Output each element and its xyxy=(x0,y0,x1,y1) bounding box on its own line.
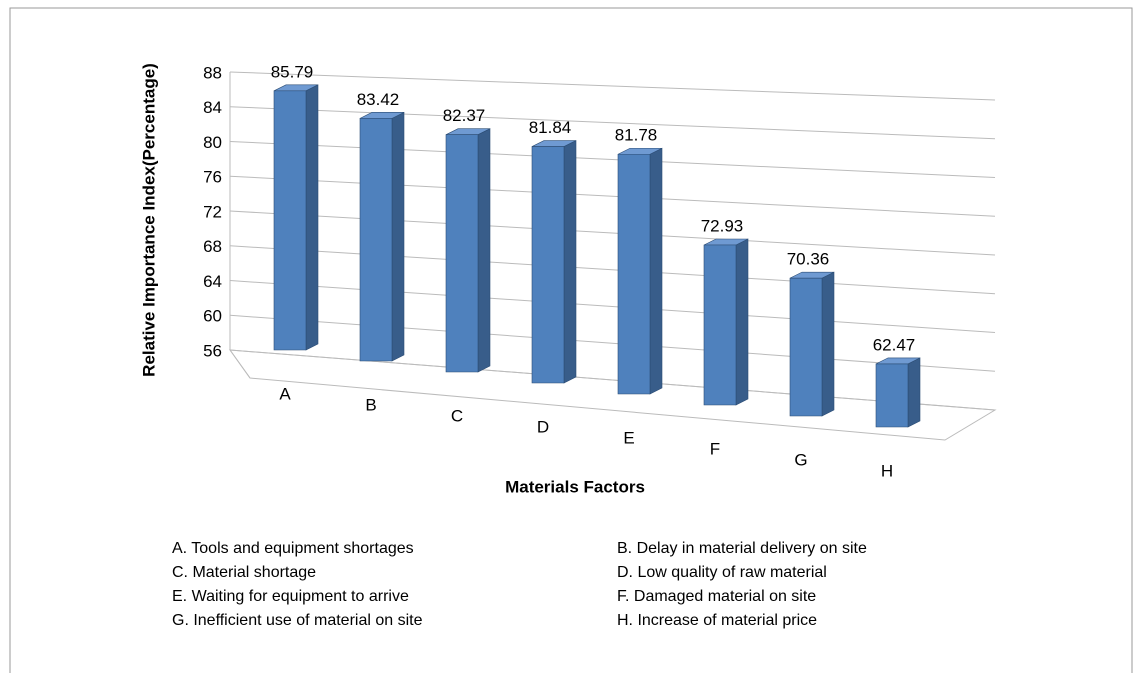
bar xyxy=(273,84,319,351)
x-tick-label: D xyxy=(537,417,549,436)
grid-line xyxy=(229,175,996,217)
x-tick-label: B xyxy=(365,395,376,414)
value-label: 81.78 xyxy=(615,126,658,145)
left-wall-front xyxy=(229,349,251,379)
bar-front xyxy=(789,277,823,417)
legend-note: A. Tools and equipment shortages xyxy=(172,540,414,557)
bar-side xyxy=(305,84,319,351)
frame xyxy=(9,7,1133,673)
y-tick-label: 80 xyxy=(203,133,222,152)
x-tick-label: E xyxy=(623,428,634,447)
y-tick-label: 60 xyxy=(203,307,222,326)
bar-front xyxy=(703,244,737,406)
value-label: 85.79 xyxy=(271,62,314,81)
x-axis-title: Materials Factors xyxy=(505,477,645,496)
bar-side xyxy=(563,140,577,384)
value-label: 81.84 xyxy=(529,118,572,137)
bar-front xyxy=(359,118,393,362)
x-tick-label: F xyxy=(710,439,720,458)
legend-note: H. Increase of material price xyxy=(617,612,817,629)
x-tick-label: G xyxy=(794,450,807,469)
grid-line xyxy=(229,314,996,372)
value-label: 70.36 xyxy=(787,250,830,269)
bar-side xyxy=(391,111,405,362)
x-tick-label: C xyxy=(451,406,463,425)
grid-line xyxy=(229,245,996,295)
legend-note: C. Material shortage xyxy=(172,564,316,581)
value-label: 62.47 xyxy=(873,335,916,354)
x-tick-label: A xyxy=(279,384,291,403)
y-tick-label: 76 xyxy=(203,168,222,187)
bar xyxy=(703,238,749,406)
y-tick-label: 84 xyxy=(203,98,222,117)
bar xyxy=(617,147,663,395)
legend-note: F. Damaged material on site xyxy=(617,588,816,605)
y-tick-label: 72 xyxy=(203,202,222,221)
legend-note: G. Inefficient use of material on site xyxy=(172,612,423,629)
y-axis-title: Relative Importance Index(Percentage) xyxy=(139,63,158,377)
y-tick-label: 68 xyxy=(203,237,222,256)
value-label: 83.42 xyxy=(357,90,400,109)
grid-line xyxy=(229,210,996,256)
bar-side xyxy=(649,147,663,395)
grid-line xyxy=(229,106,996,140)
bar xyxy=(359,111,405,362)
y-tick-label: 64 xyxy=(203,272,222,291)
grid-line xyxy=(229,141,996,178)
grid-line xyxy=(229,71,996,101)
grid-line xyxy=(229,349,996,411)
bar-front xyxy=(875,363,909,428)
legend-note: B. Delay in material delivery on site xyxy=(617,540,867,557)
bar-front xyxy=(531,146,565,384)
value-label: 82.37 xyxy=(443,106,486,125)
grid-line xyxy=(229,280,996,333)
bar-side xyxy=(907,357,921,428)
bar-front xyxy=(273,90,307,351)
bar-side xyxy=(821,271,835,417)
legend-note: D. Low quality of raw material xyxy=(617,564,827,581)
bar xyxy=(875,357,921,428)
y-tick-label: 56 xyxy=(203,341,222,360)
bar xyxy=(531,140,577,384)
bar xyxy=(789,271,835,417)
x-tick-label: H xyxy=(881,461,893,480)
bar-side xyxy=(477,128,491,373)
bar-front xyxy=(617,153,651,395)
y-tick-label: 88 xyxy=(203,63,222,82)
bar xyxy=(445,128,491,373)
legend-note: E. Waiting for equipment to arrive xyxy=(172,588,409,605)
value-label: 72.93 xyxy=(701,216,744,235)
bar-front xyxy=(445,134,479,373)
bar-side xyxy=(735,238,749,406)
